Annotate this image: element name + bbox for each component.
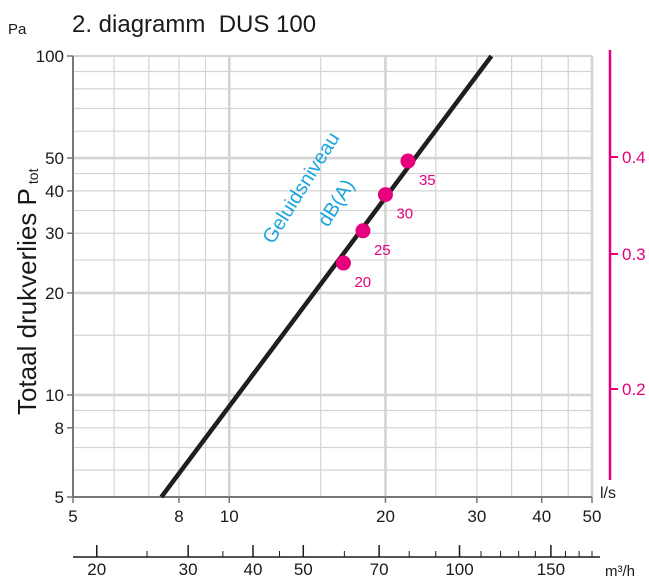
secondary-tick-label: 150: [537, 560, 565, 579]
noise-point-label: 20: [354, 274, 371, 291]
x-tick-label: 30: [467, 507, 486, 526]
secondary-tick-label: 50: [294, 560, 313, 579]
tick-labels: 5 8 10 20 30 40 50 100 5 8 10 20 30 40 50 20 30 40 50 70 100…: [36, 47, 646, 579]
y-tick-label: 100: [36, 47, 64, 66]
right-axis-label: 0.2: [622, 380, 646, 399]
noise-point: [335, 255, 351, 271]
y-axis-title: Totaal drukverlies P tot: [12, 168, 42, 415]
x-tick-label: 50: [583, 507, 602, 526]
x-tick-label: 40: [532, 507, 551, 526]
y-tick-label: 30: [45, 224, 64, 243]
y-tick-label: 40: [45, 182, 64, 201]
x-tick-label: 20: [376, 507, 395, 526]
x-tick-label: 10: [220, 507, 239, 526]
noise-point: [377, 187, 393, 203]
y-tick-label: 50: [45, 149, 64, 168]
noise-point: [400, 153, 416, 169]
y-tick-label: 8: [55, 419, 64, 438]
secondary-tick-label: 100: [445, 560, 473, 579]
grid: [73, 56, 594, 497]
chart-title: 2. diagramm DUS 100: [72, 11, 316, 38]
performance-line: [159, 54, 494, 499]
secondary-tick-label: 20: [87, 560, 106, 579]
secondary-tick-label: 30: [179, 560, 198, 579]
right-axis-label: 0.4: [622, 148, 646, 167]
noise-point-label: 30: [396, 206, 413, 223]
x-tick-label: 5: [68, 507, 77, 526]
y-tick-label: 20: [45, 284, 64, 303]
y-axis-title-main: Totaal drukverlies P: [12, 188, 42, 415]
performance-line-layer: [159, 54, 494, 499]
axes: [67, 50, 618, 558]
x-axis-unit-m3h: m³/h: [605, 563, 635, 580]
secondary-tick-label: 40: [244, 560, 263, 579]
x-axis-unit-ls: l/s: [600, 485, 616, 502]
noise-point-label: 25: [374, 242, 391, 259]
right-axis-label: 0.3: [622, 245, 646, 264]
y-tick-label: 10: [45, 386, 64, 405]
x-tick-label: 8: [174, 507, 183, 526]
noise-point: [355, 223, 371, 239]
secondary-tick-label: 70: [370, 560, 389, 579]
y-axis-title-subscript: tot: [25, 168, 41, 184]
noise-point-label: 35: [419, 172, 436, 189]
unit-label-pa: Pa: [8, 21, 27, 38]
y-tick-label: 5: [55, 488, 64, 507]
